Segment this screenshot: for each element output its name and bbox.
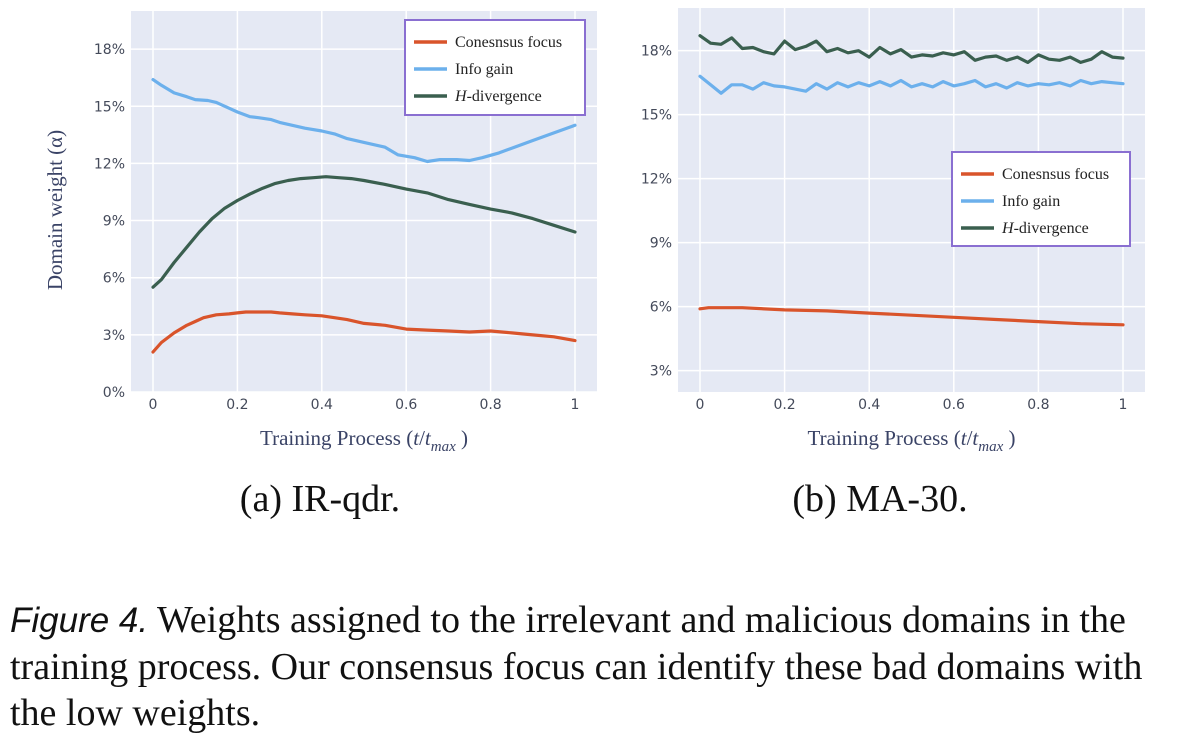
x-axis-title: Training Process (t/tmax ) [807,426,1015,455]
figure-label: Figure 4. [10,601,149,640]
series-line-info-gain [151,78,577,164]
x-tick-label: 1 [1119,397,1128,413]
figure-caption-text: Weights assigned to the irrelevant and m… [10,599,1143,734]
series-line-conesnsus-focus [698,306,1125,327]
y-tick-label: 12% [94,156,125,172]
legend-label: Conesnsus focus [455,34,562,51]
chart-a: 0 0.2 0.4 0.6 0.8 1 0% 3% 6% 9% 12% 15% 18% Conesnsus… [43,11,597,520]
x-tick-label: 1 [571,397,580,413]
subfigure-caption: (a) IR-qdr. [240,478,400,520]
y-axis-title: Domain weight (α) [43,130,67,290]
y-tick-label: 15% [641,108,672,124]
x-tick-label: 0 [696,397,705,413]
x-axis-title: Training Process (t/tmax ) [260,426,468,455]
x-tick-label: 0 [149,397,158,413]
x-tick-label: 0.8 [479,397,501,413]
y-tick-label: 9% [103,214,125,230]
y-tick-label: 18% [641,44,672,60]
y-tick-label: 15% [94,99,125,115]
legend-label: Info gain [1002,193,1060,210]
legend-label: Info gain [455,61,513,78]
x-tick-label: 0.4 [311,397,333,413]
x-tick-label: 0.8 [1027,397,1049,413]
y-tick-label: 12% [641,172,672,188]
figure-charts: 0 0.2 0.4 0.6 0.8 1 0% 3% 6% 9% 12% 15% 18% Conesnsus… [43,8,1145,520]
chart-b: 0 0.2 0.4 0.6 0.8 1 3% 6% 9% 12% 15% 18% Conesnsus f… [641,8,1145,520]
series-line-h-divergence [698,34,1125,64]
series-line-info-gain [698,74,1125,95]
figure-caption: Figure 4. Weights assigned to the irrele… [10,597,1180,736]
legend-label: H-divergence [454,88,542,105]
series-line-h-divergence [151,175,577,289]
y-tick-label: 18% [94,42,125,58]
y-tick-label: 6% [650,300,672,316]
legend-label: H-divergence [1001,220,1089,237]
x-tick-label: 0.2 [226,397,248,413]
legend-box [951,151,1131,247]
x-tick-label: 0.2 [773,397,795,413]
y-tick-label: 0% [103,385,125,401]
y-tick-label: 9% [650,236,672,252]
y-tick-label: 6% [103,271,125,287]
series-line-conesnsus-focus [151,310,577,354]
y-tick-label: 3% [650,364,672,380]
x-tick-label: 0.6 [943,397,965,413]
subfigure-caption: (b) MA-30. [792,478,967,520]
x-tick-label: 0.4 [858,397,880,413]
x-tick-label: 0.6 [395,397,417,413]
y-tick-label: 3% [103,328,125,344]
legend-label: Conesnsus focus [1002,166,1109,183]
